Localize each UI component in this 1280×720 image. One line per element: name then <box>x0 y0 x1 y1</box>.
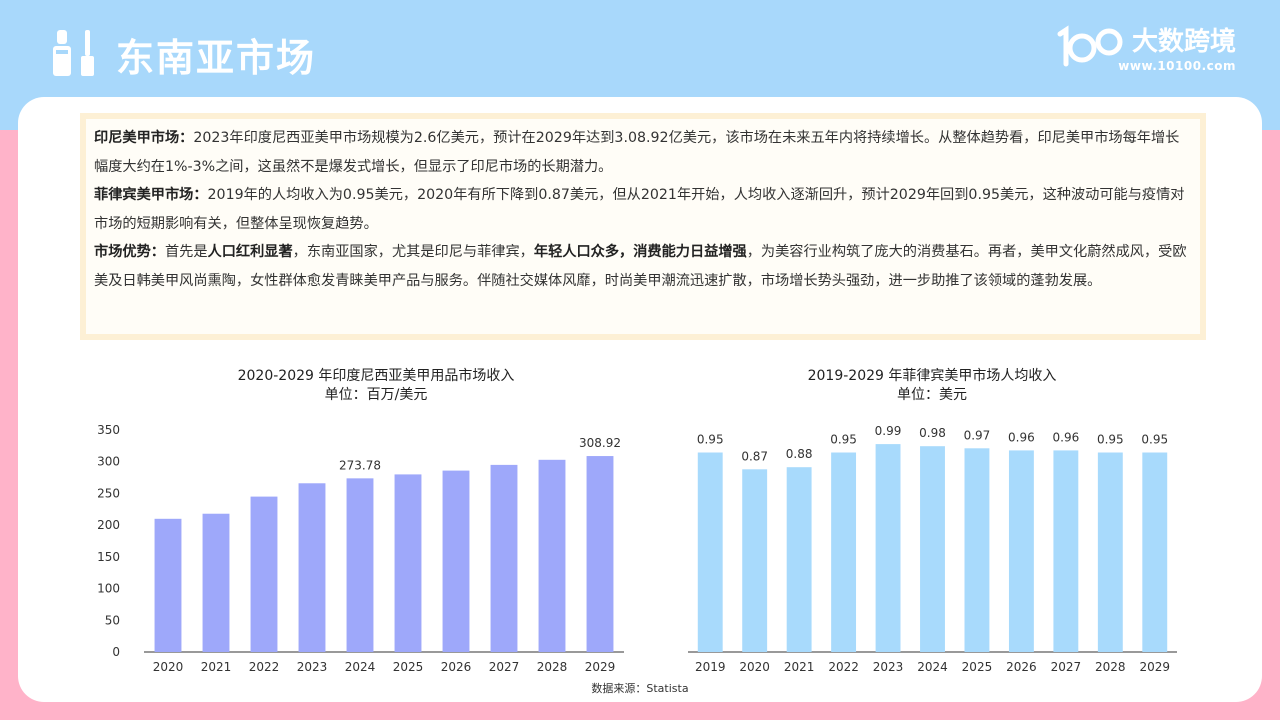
bar <box>875 444 901 652</box>
paragraph-heading: 市场优势： <box>94 244 165 261</box>
body-text: ，为美容行业构筑了庞大的消费基石。再者，美甲文化蔚然成风，受欧美及日韩美甲风尚熏… <box>94 244 1187 289</box>
emphasis-text: 人口红利显著 <box>207 244 293 261</box>
bar <box>538 459 566 652</box>
paragraph-2: 市场优势：首先是人口红利显著，东南亚国家，尤其是印尼与菲律宾，年轻人口众多，消费… <box>94 238 1192 295</box>
bar <box>831 452 857 652</box>
x-tick-label: 2029 <box>1139 660 1170 674</box>
x-tick-label: 2021 <box>784 660 815 674</box>
data-label: 273.78 <box>339 458 381 472</box>
emphasis-text: 年轻人口众多，消费能力日益增强 <box>533 244 747 261</box>
bar <box>920 446 945 652</box>
data-label: 0.95 <box>1141 433 1168 447</box>
data-label: 0.95 <box>697 433 724 447</box>
bar <box>742 469 768 652</box>
paragraph-heading: 菲律宾美甲市场： <box>94 187 208 204</box>
y-tick-label: 350 <box>97 423 120 437</box>
bar <box>154 518 182 652</box>
x-tick-label: 2021 <box>201 660 232 674</box>
data-label: 0.96 <box>1008 430 1035 444</box>
data-label: 0.98 <box>919 426 946 440</box>
bar <box>394 474 422 652</box>
x-tick-label: 2028 <box>1095 660 1126 674</box>
brand-block: 大数跨境 www.10100.com <box>1118 26 1236 74</box>
bar <box>964 448 990 652</box>
x-tick-label: 2027 <box>1051 660 1082 674</box>
data-label: 0.88 <box>786 447 813 461</box>
paragraph-heading: 印尼美甲市场： <box>94 130 194 146</box>
bar <box>442 470 470 652</box>
brand-url: www.10100.com <box>1118 59 1236 73</box>
chart-title: 2019-2029 年菲律宾美甲市场人均收入 <box>808 367 1057 384</box>
x-tick-label: 2022 <box>249 660 280 674</box>
bar <box>490 464 518 652</box>
y-tick-label: 150 <box>97 550 120 564</box>
x-tick-label: 2026 <box>1006 660 1037 674</box>
x-tick-label: 2022 <box>828 660 859 674</box>
data-label: 308.92 <box>579 436 621 450</box>
x-tick-label: 2029 <box>585 660 616 674</box>
data-label: 0.95 <box>1097 433 1124 447</box>
x-tick-label: 2023 <box>873 660 904 674</box>
bar <box>298 483 326 652</box>
x-tick-label: 2028 <box>537 660 568 674</box>
summary-text-box: 印尼美甲市场：2023年印度尼西亚美甲市场规模为2.6亿美元，预计在2029年达… <box>80 113 1206 340</box>
bar <box>697 452 723 652</box>
bar <box>586 456 614 652</box>
y-tick-label: 0 <box>112 645 120 659</box>
y-tick-label: 250 <box>97 486 120 500</box>
body-text: ，东南亚国家，尤其是印尼与菲律宾， <box>292 244 534 261</box>
x-tick-label: 2027 <box>489 660 520 674</box>
bar <box>346 478 374 652</box>
data-source: 数据来源：Statista <box>591 682 689 695</box>
brand-name: 大数跨境 <box>1131 27 1236 57</box>
data-label: 0.99 <box>875 424 902 438</box>
x-tick-label: 2023 <box>297 660 328 674</box>
body-text: 2019年的人均收入为0.95美元，2020年有所下降到0.87美元，但从202… <box>94 187 1185 232</box>
page-title: 东南亚市场 <box>116 36 317 80</box>
x-tick-label: 2025 <box>393 660 424 674</box>
nail-polish-icon <box>53 30 94 76</box>
data-label: 0.87 <box>741 449 768 463</box>
bar <box>202 513 230 652</box>
x-tick-label: 2024 <box>917 660 948 674</box>
body-text: 首先是 <box>164 244 208 261</box>
x-tick-label: 2025 <box>962 660 993 674</box>
chart-subtitle: 单位：百万/美元 <box>325 387 428 403</box>
paragraph-0: 印尼美甲市场：2023年印度尼西亚美甲市场规模为2.6亿美元，预计在2029年达… <box>94 124 1192 181</box>
bar <box>1008 450 1034 652</box>
x-tick-label: 2026 <box>441 660 472 674</box>
bar <box>250 496 278 652</box>
bar <box>1097 452 1123 652</box>
chart-title: 2020-2029 年印度尼西亚美甲用品市场收入 <box>238 367 515 384</box>
body-text: 2023年印度尼西亚美甲市场规模为2.6亿美元，预计在2029年达到3.08.9… <box>94 130 1180 175</box>
x-tick-label: 2020 <box>739 660 770 674</box>
y-tick-label: 50 <box>105 613 120 627</box>
data-label: 0.95 <box>830 433 857 447</box>
y-tick-label: 200 <box>97 518 120 532</box>
paragraph-1: 菲律宾美甲市场：2019年的人均收入为0.95美元，2020年有所下降到0.87… <box>94 181 1192 238</box>
y-tick-label: 100 <box>97 582 120 596</box>
bar <box>1053 450 1079 652</box>
y-tick-label: 300 <box>97 455 120 469</box>
x-tick-label: 2024 <box>345 660 376 674</box>
data-label: 0.96 <box>1053 430 1080 444</box>
data-label: 0.97 <box>964 428 991 442</box>
bar <box>786 467 812 652</box>
x-tick-label: 2020 <box>153 660 184 674</box>
chart-subtitle: 单位：美元 <box>897 387 967 403</box>
bar <box>1142 452 1168 652</box>
x-tick-label: 2019 <box>695 660 726 674</box>
brand-logo-icon <box>1057 25 1123 67</box>
